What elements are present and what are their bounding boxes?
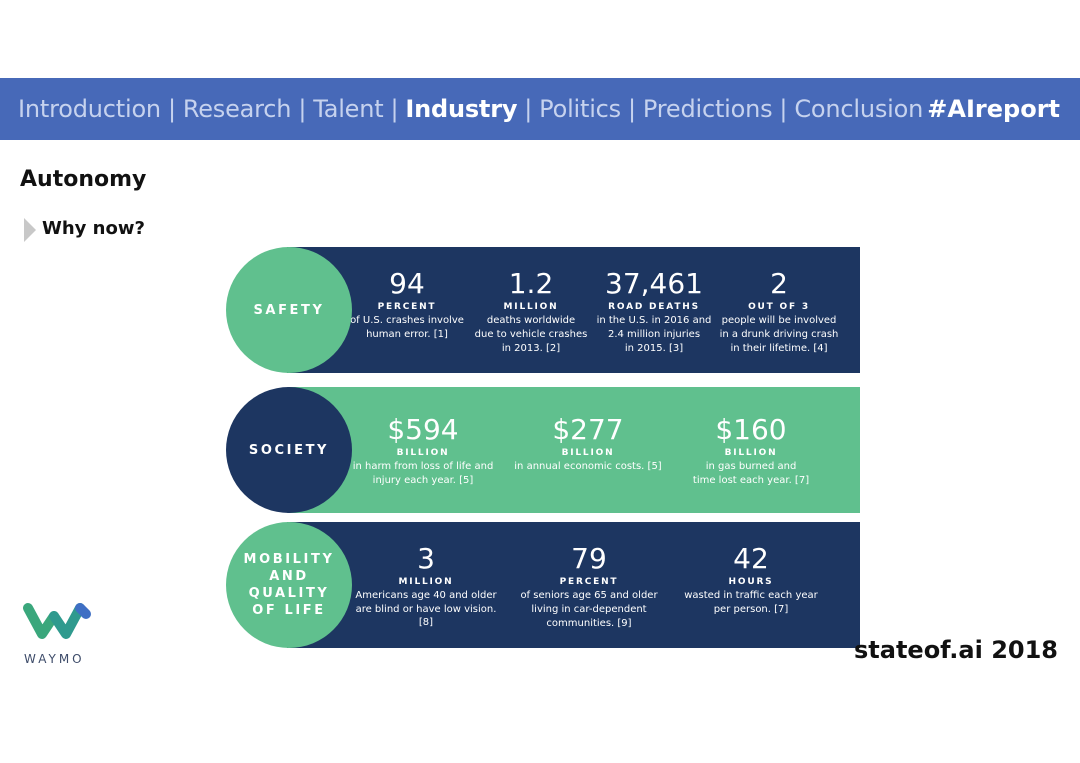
mobility-label-line: MOBILITY	[243, 552, 335, 567]
stat-desc-line: in 2015. [3]	[624, 343, 684, 354]
stat-number: 42	[733, 542, 769, 575]
stat-desc-line: injury each year. [5]	[372, 475, 474, 486]
mobility-label-line: AND	[269, 569, 309, 584]
stat-desc-line: in annual economic costs. [5]	[514, 461, 662, 472]
mobility-label: MOBILITY AND QUALITY OF LIFE	[244, 551, 335, 619]
mobility-stat-1: 3 MILLION Americans age 40 and older are…	[351, 544, 501, 629]
stat-desc-line: in their lifetime. [4]	[730, 343, 828, 354]
stat-unit: MILLION	[398, 577, 454, 587]
stat-desc-line: communities. [9]	[546, 618, 632, 629]
stat-number: $277	[552, 413, 624, 446]
society-band: $594 BILLION in harm from loss of life a…	[287, 387, 860, 513]
stat-unit: MILLION	[503, 302, 559, 312]
nav-separator: |	[524, 95, 533, 123]
safety-label: SAFETY	[253, 302, 325, 318]
safety-band: 94 PERCENT of U.S. crashes involve human…	[287, 247, 860, 373]
safety-stat-2: 1.2 MILLION deaths worldwide due to vehi…	[456, 269, 606, 355]
stat-desc-line: deaths worldwide	[486, 315, 576, 326]
footer-site-label: stateof.ai 2018	[853, 636, 1058, 664]
stat-number: 37,461	[605, 267, 703, 300]
stat-unit: BILLION	[561, 448, 615, 458]
nav-separator: |	[628, 95, 636, 123]
bullet-arrow-icon	[24, 218, 36, 242]
page-title: Autonomy	[20, 167, 147, 192]
safety-stat-4: 2 OUT OF 3 people will be involved in a …	[704, 269, 854, 355]
nav-item-politics[interactable]: Politics	[539, 95, 621, 123]
nav-item-conclusion[interactable]: Conclusion	[794, 95, 924, 123]
stat-desc-line: in a drunk driving crash	[719, 329, 839, 340]
stat-unit: BILLION	[724, 448, 778, 458]
stat-desc-line: in the U.S. in 2016 and	[596, 315, 712, 326]
stat-desc-line: wasted in traffic each year	[684, 590, 818, 601]
society-stat-1: $594 BILLION in harm from loss of life a…	[348, 415, 498, 487]
page-subtitle: Why now?	[42, 218, 145, 239]
society-label: SOCIETY	[248, 442, 330, 458]
top-nav-bar: Introduction | Research | Talent | Industry | Po…	[0, 78, 1080, 140]
stat-unit: BILLION	[396, 448, 450, 458]
nav-separator: |	[390, 95, 399, 123]
nav-item-research[interactable]: Research	[182, 95, 292, 123]
nav-item-introduction[interactable]: Introduction	[18, 95, 161, 123]
stat-desc-line: in 2013. [2]	[501, 343, 561, 354]
safety-stat-3: 37,461 ROAD DEATHS in the U.S. in 2016 a…	[579, 269, 729, 355]
safety-stat-1: 94 PERCENT of U.S. crashes involve human…	[332, 269, 482, 341]
stat-desc-line: 2.4 million injuries	[607, 329, 701, 340]
nav-item-predictions[interactable]: Predictions	[642, 95, 773, 123]
nav-separator: |	[167, 95, 176, 123]
stat-desc-line: living in car-dependent	[531, 604, 647, 615]
stat-unit: ROAD DEATHS	[608, 302, 700, 312]
stat-number: 3	[417, 542, 435, 575]
mobility-label-line: QUALITY	[248, 586, 330, 601]
stat-number: $594	[387, 413, 459, 446]
mobility-band: 3 MILLION Americans age 40 and older are…	[287, 522, 860, 648]
stat-desc-line: per person. [7]	[713, 604, 789, 615]
stat-unit: PERCENT	[559, 577, 619, 587]
stat-desc-line: of seniors age 65 and older	[520, 590, 658, 601]
mobility-stat-2: 79 PERCENT of seniors age 65 and older l…	[514, 544, 664, 630]
society-circle: SOCIETY	[226, 387, 352, 513]
waymo-logo-text: WAYMO	[24, 652, 85, 666]
stat-number: 2	[770, 267, 788, 300]
nav-item-talent[interactable]: Talent	[313, 95, 384, 123]
stat-desc-line: human error. [1]	[366, 329, 448, 340]
society-stat-3: $160 BILLION in gas burned and time lost…	[676, 415, 826, 487]
stat-desc-line: Americans age 40 and older	[355, 590, 497, 601]
stat-desc-line: in gas burned and	[705, 461, 797, 472]
stat-desc-line: of U.S. crashes involve	[350, 315, 464, 326]
mobility-stat-3: 42 HOURS wasted in traffic each year per…	[676, 544, 826, 616]
nav-item-industry[interactable]: Industry	[405, 95, 518, 123]
society-stat-2: $277 BILLION in annual economic costs. […	[513, 415, 663, 473]
stat-unit: OUT OF 3	[748, 302, 810, 312]
hashtag-label: #AIreport	[927, 95, 1060, 123]
stat-number: 79	[571, 542, 607, 575]
stat-unit: HOURS	[728, 577, 774, 587]
stat-number: 1.2	[508, 267, 554, 300]
mobility-label-line: OF LIFE	[252, 603, 326, 618]
nav-separator: |	[298, 95, 307, 123]
safety-circle: SAFETY	[226, 247, 352, 373]
stat-desc-line: due to vehicle crashes	[474, 329, 588, 340]
nav-separator: |	[779, 95, 788, 123]
stat-number: $160	[715, 413, 787, 446]
stat-desc-line: are blind or have low vision. [8]	[355, 604, 497, 628]
stat-desc-line: time lost each year. [7]	[692, 475, 810, 486]
stat-desc-line: people will be involved	[721, 315, 837, 326]
waymo-logo-icon	[23, 603, 91, 639]
stat-number: 94	[389, 267, 425, 300]
stat-desc-line: in harm from loss of life and	[352, 461, 494, 472]
section-nav: Introduction | Research | Talent | Industry | Po…	[18, 78, 923, 140]
mobility-circle: MOBILITY AND QUALITY OF LIFE	[226, 522, 352, 648]
stat-unit: PERCENT	[377, 302, 437, 312]
